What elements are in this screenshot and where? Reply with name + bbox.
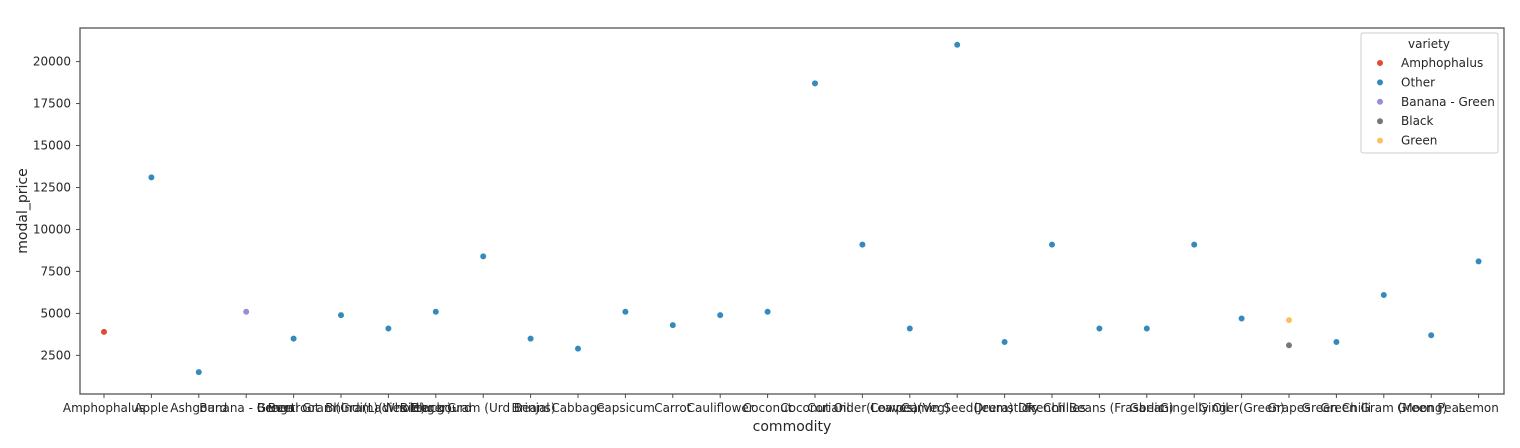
x-tick-label: Ashgourd [170, 401, 227, 415]
legend: variety Amphophalus Other Banana - Green Bl… [1360, 32, 1499, 154]
x-tick-label: Carrot [654, 401, 691, 415]
data-point [1000, 338, 1009, 346]
y-tick-label: 2500 [40, 348, 71, 362]
data-point [811, 79, 819, 88]
x-tick-label: Cumin Seed(Jeera) [901, 401, 1013, 415]
data-point [906, 324, 914, 333]
x-tick-label: Grapes [1268, 401, 1311, 415]
x-tick-label: Banana - Green [199, 401, 293, 415]
data-point [337, 311, 345, 319]
data-point [526, 334, 535, 343]
legend-entry-label: Black [1401, 114, 1434, 128]
x-tick-label: Green Chilli [1302, 401, 1371, 415]
data-points [100, 41, 1483, 376]
data-point [1237, 314, 1246, 323]
x-tick-label: Cowpea(Veg) [870, 401, 950, 415]
x-tick-label: Bengal Gram(Gram)(Whole) [257, 401, 425, 415]
y-axis-label: modal_price [15, 168, 31, 253]
legend-entry-label: Banana - Green [1401, 95, 1495, 109]
data-point [1095, 324, 1103, 333]
x-tick-label: Dry Chillies [1018, 401, 1086, 415]
y-axis-ticks: 2500 5000 7500 10000 12500 15000 17500 20000 [33, 55, 80, 362]
legend-entry-label: Amphophalus [1401, 56, 1483, 70]
legend-marker [1376, 137, 1384, 145]
x-tick-label: Capsicum [596, 401, 655, 415]
data-point [763, 308, 772, 316]
legend-entries: Amphophalus Other Banana - Green Black Green [1376, 56, 1495, 148]
legend-marker [1376, 98, 1384, 106]
x-tick-label: Coconut Oil [780, 401, 850, 415]
x-tick-label: Lemon [1458, 401, 1499, 415]
data-point [100, 328, 108, 336]
data-point [1048, 240, 1056, 249]
data-point [953, 41, 961, 49]
data-point [716, 311, 724, 319]
data-point [432, 308, 440, 316]
legend-marker [1376, 78, 1384, 86]
y-tick-label: 5000 [40, 306, 71, 320]
data-point [1285, 341, 1293, 349]
data-point [1474, 257, 1483, 265]
data-point [1143, 324, 1151, 333]
data-point [1427, 331, 1435, 339]
x-axis-label: commodity [753, 419, 832, 435]
data-point [574, 345, 582, 353]
data-point [290, 334, 298, 343]
legend-entry-label: Green [1401, 134, 1437, 148]
x-tick-label: Green Peas [1397, 401, 1465, 415]
y-tick-label: 20000 [33, 55, 71, 69]
plot-frame [79, 27, 1505, 395]
data-point [858, 240, 867, 249]
y-tick-label: 15000 [33, 139, 71, 153]
data-point [669, 321, 677, 329]
data-point [479, 252, 487, 260]
x-tick-label: Brinjal [512, 401, 550, 415]
x-tick-label: Beetroot [268, 401, 320, 415]
data-point [1332, 338, 1340, 346]
data-point [384, 324, 393, 333]
x-tick-label: Apple [134, 401, 168, 415]
data-point [1190, 240, 1198, 249]
data-point [242, 308, 250, 316]
x-tick-label: Coriander(Leaves) [807, 401, 917, 415]
x-tick-label: Bhindi(Ladies Finger) [325, 401, 451, 415]
x-tick-label: French Beans (Frasbean) [1025, 401, 1173, 415]
y-tick-label: 7500 [40, 264, 71, 278]
legend-entry-label: Other [1401, 75, 1435, 89]
x-tick-label: Amphophalus [63, 401, 145, 415]
x-tick-label: Green Gram (Moong) [1320, 401, 1447, 415]
data-point [195, 368, 203, 376]
data-point [1285, 316, 1293, 324]
data-point [147, 173, 155, 182]
y-tick-label: 12500 [33, 180, 71, 194]
x-tick-label: Cauliflower [687, 401, 754, 415]
y-tick-label: 17500 [33, 97, 71, 111]
x-tick-label: Bitter gourd [400, 401, 472, 415]
legend-title: variety [1408, 37, 1450, 51]
data-point [621, 308, 630, 316]
x-tick-label: Drumstick [974, 401, 1035, 415]
legend-marker [1376, 59, 1384, 67]
x-tick-label: Gingelly Oil [1160, 401, 1229, 415]
x-tick-label: Garlic [1129, 401, 1164, 415]
x-tick-label: Coconut [743, 401, 793, 415]
y-tick-label: 10000 [33, 222, 71, 236]
x-tick-label: Ginger(Green) [1199, 401, 1285, 415]
legend-box [1360, 32, 1499, 154]
x-tick-label: Cabbage [551, 401, 604, 415]
legend-marker [1376, 117, 1384, 125]
x-tick-label: Black Gram (Urd Beans) [411, 401, 556, 415]
data-point [1380, 291, 1388, 299]
